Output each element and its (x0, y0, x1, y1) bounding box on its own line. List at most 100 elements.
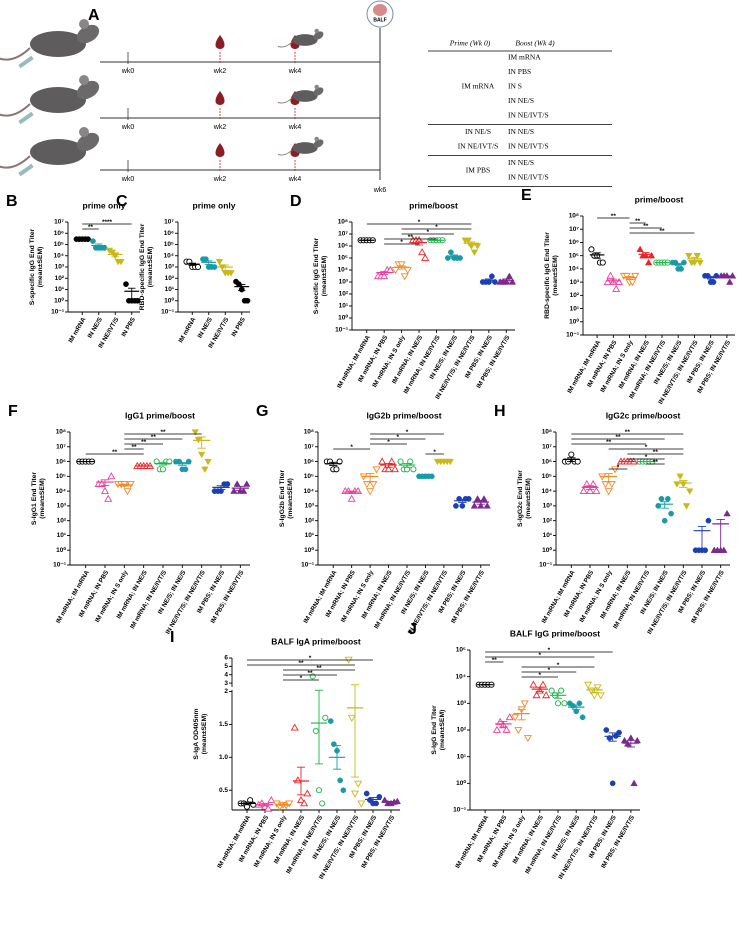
x-tick-label: IM mRNA; IM mRNA (55, 569, 91, 625)
data-point (464, 237, 473, 245)
mouse-tail (277, 97, 293, 104)
data-point (347, 494, 356, 502)
data-point (614, 277, 624, 285)
y-tick-label: 10⁵ (542, 473, 552, 480)
data-point (611, 466, 620, 474)
data-point (723, 509, 731, 517)
significance-label: * (539, 672, 542, 679)
x-tick-label: IM PBS; IN NE/IVT/S (600, 814, 636, 869)
blood-drop (215, 91, 225, 105)
mouse-tail (0, 155, 31, 169)
y-tick-label: 10⁵ (304, 473, 314, 480)
y-axis-label: S-IgG2c End Titer (517, 470, 524, 527)
y-tick-label: 10⁰ (54, 296, 64, 304)
week-label: wk6 (373, 187, 387, 194)
x-tick-label: IM PBS; IN NE/IVT/S (360, 814, 396, 869)
data-point (403, 267, 412, 275)
y-tick-label: 10⁶ (338, 243, 348, 250)
y-axis-label: RBD-specific IgG End Titer (139, 223, 146, 310)
y-tick-label: 10³ (339, 279, 349, 286)
panel-label: H (494, 403, 506, 420)
significance-label: ** (316, 665, 322, 672)
data-point (678, 266, 684, 272)
y-tick-label: 10³ (165, 264, 175, 271)
significance-label: ** (141, 439, 147, 446)
data-point (421, 253, 430, 261)
data-point (117, 258, 125, 266)
mouse-body (292, 142, 318, 154)
data-point (362, 481, 371, 489)
y-tick-label: 10⁴ (456, 673, 466, 680)
data-point (418, 248, 427, 256)
data-point (153, 458, 160, 465)
data-point (658, 495, 665, 502)
y-tick-label: 10⁻¹ (566, 332, 579, 339)
y-tick-label: 1.5 (219, 721, 228, 728)
y-tick-label: 10⁵ (56, 473, 66, 480)
syringe (18, 55, 34, 69)
x-tick-label: IM mRNA; IN S only (253, 814, 289, 869)
data-point (628, 279, 637, 287)
data-point (520, 700, 529, 708)
table-boost: IN PBS (508, 67, 531, 76)
data-point (319, 800, 326, 807)
y-axis-label: RBD-specific IgG End Titer (544, 232, 551, 319)
data-point (726, 278, 734, 285)
mouse-head (76, 132, 100, 152)
data-point (636, 245, 644, 253)
y-tick-label: 10⁻¹ (161, 309, 174, 316)
data-point (584, 681, 593, 689)
mouse-ear (314, 84, 319, 90)
table-boost: IN S (508, 82, 522, 91)
mouse-body (292, 90, 318, 102)
table-boost: IN NE/IVT/S (508, 142, 549, 151)
data-point (631, 272, 640, 280)
week-label: wk2 (213, 68, 227, 75)
data-point (384, 465, 393, 473)
significance-label: ** (615, 434, 621, 441)
data-point (194, 263, 202, 271)
data-point (523, 735, 532, 743)
significance-label: ** (606, 439, 612, 446)
y-tick-label: 10⁸ (542, 429, 552, 436)
data-point (685, 252, 693, 260)
data-point (331, 741, 337, 747)
data-point (380, 272, 389, 280)
data-point (480, 495, 488, 502)
y-tick-label: 10⁴ (164, 252, 174, 259)
data-point (505, 272, 514, 279)
y-axis-label: S-IgG1 End Titer (31, 472, 38, 525)
data-point (665, 495, 671, 502)
data-point (233, 480, 241, 487)
mouse-icon (277, 28, 324, 48)
x-tick-label: IM PBS; IN NE/IVT/S (475, 334, 511, 389)
significance-label: * (406, 429, 409, 436)
mouse-body (292, 34, 318, 46)
data-point (607, 481, 616, 489)
data-point (579, 486, 588, 494)
panel-label: B (6, 193, 18, 210)
y-tick-label: 10⁵ (54, 241, 64, 248)
chart-title: prime only (83, 200, 126, 210)
y-tick-label: 10¹ (165, 286, 174, 293)
y-tick-label: 10⁶ (304, 458, 314, 465)
y-tick-label: 10⁰ (456, 779, 466, 787)
y-tick-label: 10² (570, 292, 580, 299)
balf-label: BALF (373, 17, 386, 23)
data-point (538, 680, 547, 688)
x-tick-label: IM mRNA; IM mRNA (302, 569, 338, 625)
data-point (347, 714, 356, 722)
chart-title: prime/boost (635, 194, 684, 204)
data-point (676, 473, 684, 481)
chart-title: BALF IgA prime/boost (271, 636, 361, 646)
data-point (612, 284, 621, 292)
y-tick-label: 10⁰ (569, 317, 579, 325)
data-point (337, 777, 343, 784)
blood-drop (215, 35, 225, 49)
significance-label: ** (611, 213, 617, 220)
y-tick-label: 10² (457, 727, 467, 734)
data-point (300, 799, 309, 807)
x-tick-label: IN PBS (230, 316, 247, 338)
data-point (465, 495, 472, 502)
